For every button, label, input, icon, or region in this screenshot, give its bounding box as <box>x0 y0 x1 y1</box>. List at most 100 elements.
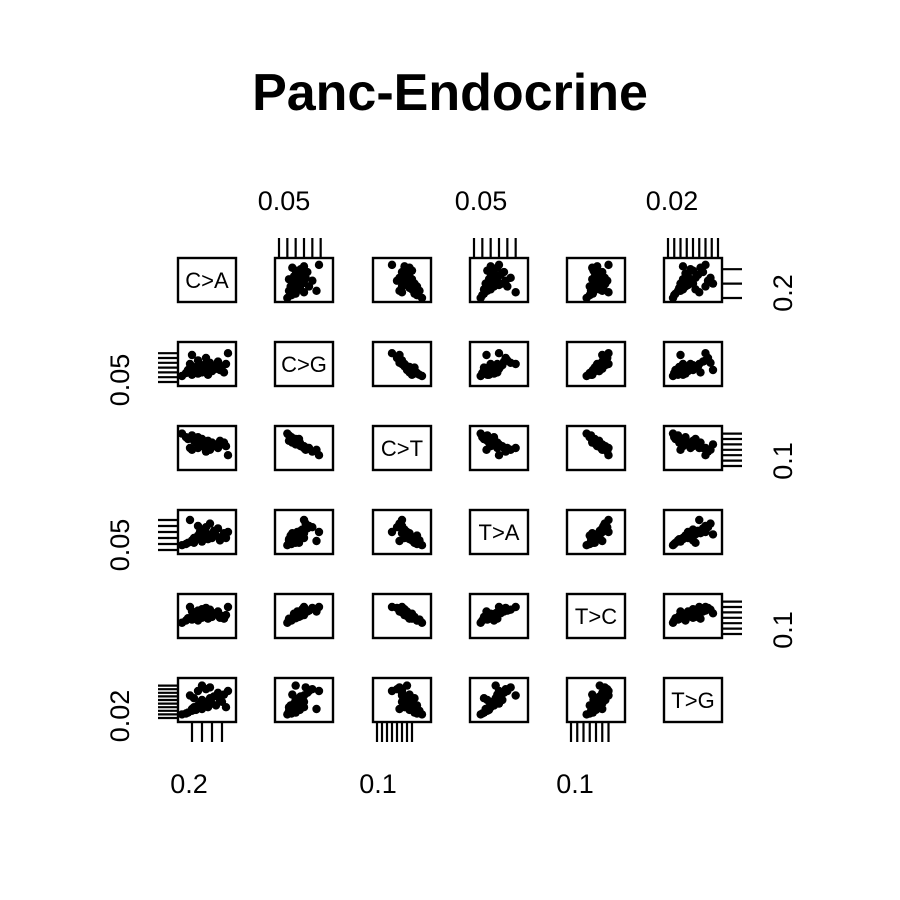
scatter-point <box>410 285 419 294</box>
panel-4-4 <box>565 592 627 640</box>
panel-1-0 <box>176 340 238 388</box>
scatter-point <box>395 519 404 528</box>
scatter-point <box>314 260 324 270</box>
scatter-point <box>590 538 599 547</box>
scatter-point <box>301 683 310 692</box>
scatter-point <box>506 605 515 614</box>
right-tick-label: 0.1 <box>768 442 798 480</box>
right-tick-label: 0.1 <box>768 611 798 649</box>
scatter-point <box>312 536 321 546</box>
scatter-point <box>506 273 515 283</box>
scatter-point <box>491 279 500 288</box>
scatter-point <box>221 359 231 369</box>
scatter-point <box>493 690 502 699</box>
scatter-point <box>294 694 304 703</box>
left-tick-label: 0.02 <box>105 690 135 743</box>
scatter-point <box>314 686 324 696</box>
panel-1-3 <box>468 340 530 388</box>
scatter-point <box>301 605 310 614</box>
panel-0-4 <box>565 256 627 304</box>
scatter-point <box>678 610 688 620</box>
panel-2-4 <box>565 424 627 472</box>
scatter-point <box>691 363 700 372</box>
scatter-point <box>494 451 504 460</box>
diagonal-label: C>G <box>281 352 327 377</box>
scatter-point <box>400 703 409 712</box>
scatter-point <box>595 440 604 449</box>
panel-1-2 <box>371 340 433 388</box>
bottom-tick-label: 0.1 <box>556 769 594 799</box>
panel-0-2 <box>371 256 433 304</box>
scatter-point <box>708 365 718 375</box>
scatter-point <box>600 358 609 367</box>
scatter-point <box>219 690 229 699</box>
scatter-point <box>187 350 197 360</box>
scatter-point <box>676 350 685 360</box>
panel-2-2 <box>371 424 433 472</box>
scatter-point <box>197 681 207 690</box>
scatter-point <box>189 538 199 547</box>
scatter-point <box>686 532 695 541</box>
scatter-point <box>506 358 515 367</box>
scatter-point <box>410 612 419 622</box>
scatter-point <box>299 703 309 712</box>
scatter-point <box>308 603 317 613</box>
scatter-point <box>691 285 700 294</box>
panel-3-1 <box>273 508 335 556</box>
scatter-point <box>491 681 500 690</box>
scatter-point <box>678 533 688 543</box>
scatter-point <box>511 288 520 297</box>
scatter-point <box>491 365 500 375</box>
scatter-point <box>479 434 489 444</box>
scatter-point <box>205 605 215 614</box>
scatter-point <box>395 273 404 283</box>
diagonal-label: T>G <box>671 688 714 713</box>
scatter-point <box>291 279 300 288</box>
panel-1-5 <box>662 340 724 388</box>
scatter-point <box>402 279 412 288</box>
scatter-point <box>197 609 207 618</box>
scatter-point <box>479 285 489 294</box>
scatter-point <box>708 440 718 449</box>
scatter-point <box>308 276 317 285</box>
panel-2-3 <box>468 424 530 472</box>
scatter-point <box>691 434 700 444</box>
scatter-point <box>686 265 695 274</box>
panel-3-5 <box>662 508 724 556</box>
scatter-point <box>486 262 495 271</box>
scatter-point <box>197 365 207 375</box>
scatter-point <box>387 260 397 270</box>
scatter-point <box>479 694 489 703</box>
scatter-point <box>395 683 404 692</box>
scatter-point <box>308 447 317 456</box>
scatter-point <box>395 605 404 614</box>
scatter-point <box>491 609 500 618</box>
scatter-point <box>193 356 203 365</box>
panel-1-4 <box>565 340 627 388</box>
scatter-point <box>486 703 495 712</box>
scatter-point <box>595 279 604 288</box>
panel-4-2 <box>371 592 433 640</box>
top-tick-label: 0.05 <box>258 186 311 216</box>
scatter-point <box>499 267 509 277</box>
panel-2-5 <box>662 424 724 472</box>
scatter-point <box>595 365 604 375</box>
scatter-point <box>221 703 231 712</box>
scatter-point <box>604 260 613 270</box>
scatter-point <box>213 524 223 533</box>
diagonal-label: C>A <box>185 268 229 293</box>
scatter-point <box>205 358 215 367</box>
scatter-point <box>312 704 321 714</box>
panel-3-2 <box>371 508 433 556</box>
left-tick-label: 0.05 <box>105 519 135 572</box>
scatter-point <box>402 530 412 539</box>
scatter-point <box>221 533 231 543</box>
scatter-point <box>494 349 504 358</box>
scatter-point <box>604 288 613 297</box>
scatter-point <box>590 285 599 294</box>
scatter-point <box>395 358 404 367</box>
panel-2-0 <box>176 424 238 472</box>
scatter-point <box>691 612 700 622</box>
